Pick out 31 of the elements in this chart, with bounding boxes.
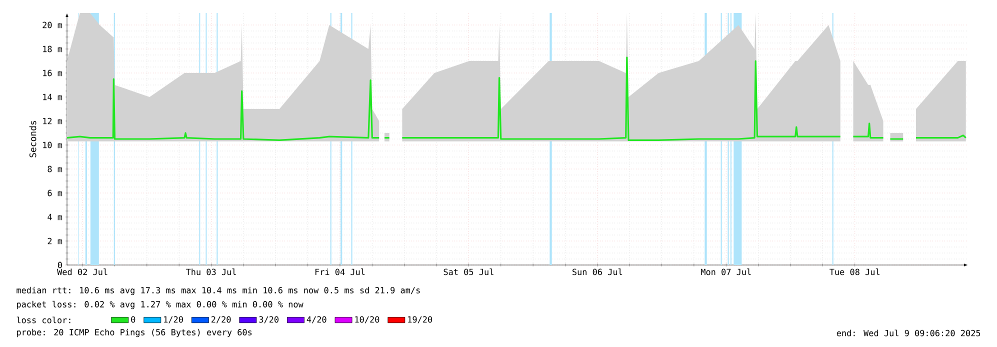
y-tick-label: 8 m <box>48 166 62 172</box>
legend-label: 10/20 <box>355 316 380 324</box>
y-tick-label: 18 m <box>43 46 62 52</box>
legend-label: 1/20 <box>164 316 183 324</box>
x-tick-label: Sat 05 Jul <box>444 268 494 276</box>
y-tick-label: 6 m <box>48 190 62 196</box>
x-tick-label: Tue 08 Jul <box>830 268 880 276</box>
legend-label: 3/20 <box>259 316 278 324</box>
x-tick-label: Fri 04 Jul <box>315 268 365 276</box>
legend-title: loss color: <box>16 316 70 324</box>
x-tick-label: Mon 07 Jul <box>701 268 751 276</box>
x-tick-label: Thu 03 Jul <box>186 268 236 276</box>
text: end: Wed Jul 9 09:06:20 2025 <box>836 330 980 336</box>
legend-label: 19/20 <box>408 316 432 324</box>
y-tick-label: 14 m <box>43 94 62 100</box>
y-tick-label: 0 <box>58 262 62 268</box>
x-tick-label: Wed 02 Jul <box>57 268 108 276</box>
y-axis-title: Seconds <box>29 120 36 158</box>
legend-label: 4/20 <box>306 316 326 324</box>
legend-label: 0 <box>131 316 136 323</box>
text: median rtt: 10.6 ms avg 17.3 ms max 10.4 ms min 10.6 ms now 0.5 ms sd 21.9 am/s <box>16 286 420 296</box>
y-tick-label: 20 m <box>42 22 62 28</box>
y-tick-label: 16 m <box>43 70 62 76</box>
legend-label: 2/20 <box>211 316 231 324</box>
text: probe: 20 ICMP Echo Pings (56 Bytes) every 60s <box>16 328 252 338</box>
text: packet loss: 0.02 % avg 1.27 % max 0.00 % min 0.00 % now <box>16 300 304 310</box>
y-tick-label: 4 m <box>48 214 62 220</box>
y-tick-label: 2 m <box>48 238 62 244</box>
x-tick-label: Sun 06 Jul <box>572 268 622 276</box>
y-tick-label: 10 m <box>43 142 62 148</box>
y-tick-label: 12 m <box>43 118 62 124</box>
